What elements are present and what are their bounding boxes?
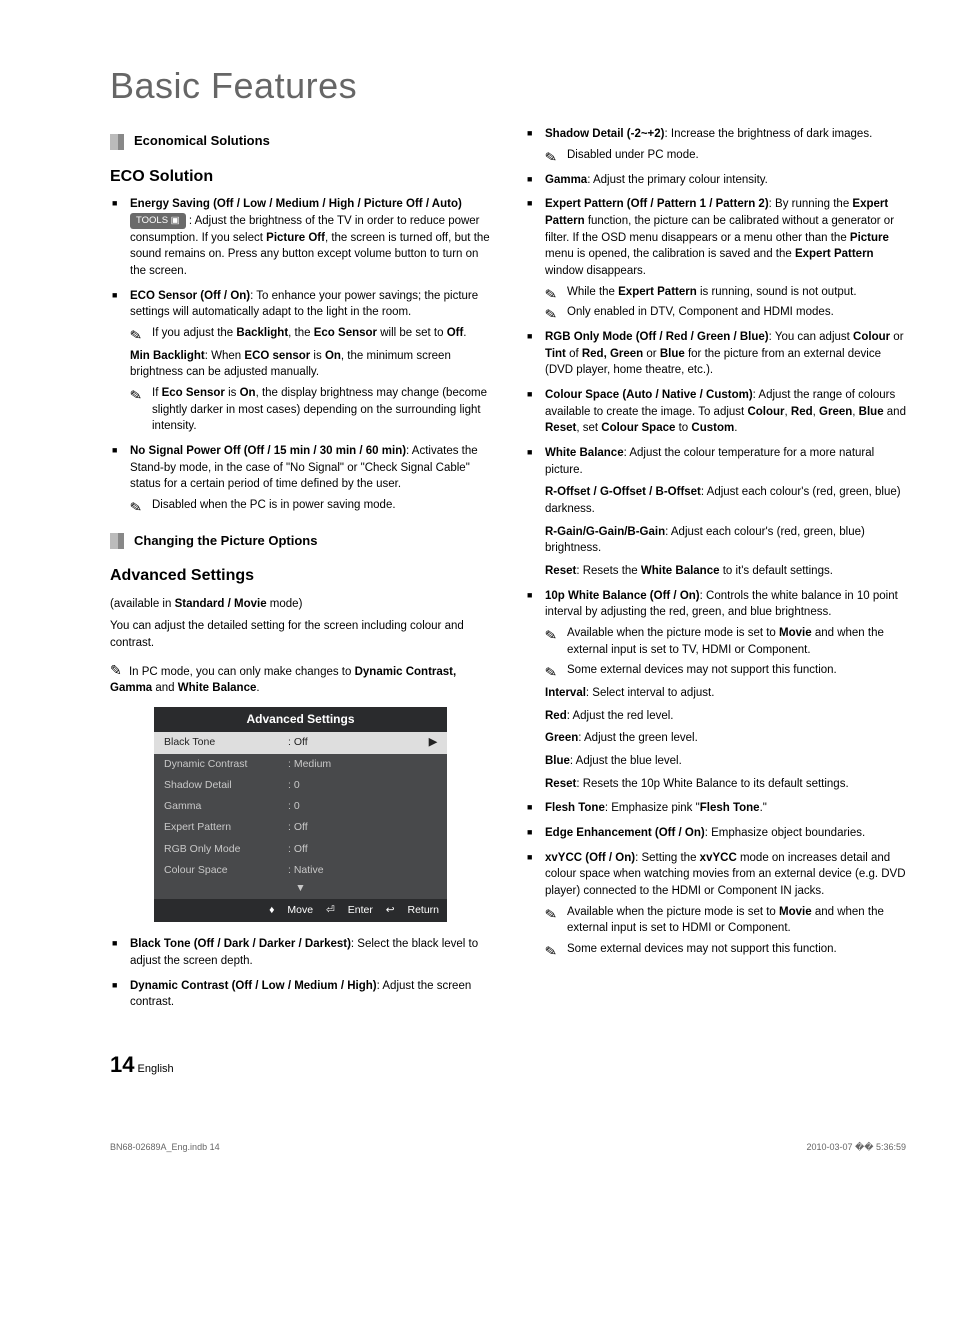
note-eco-on: ✎ If Eco Sensor is On, the display brigh… bbox=[130, 385, 491, 435]
page-title: Basic Features bbox=[110, 60, 906, 112]
note-pc-disabled: ✎ Disabled when the PC is in power savin… bbox=[130, 497, 491, 514]
section-bar-icon bbox=[110, 533, 124, 549]
footer-right: 2010-03-07 �� 5:36:59 bbox=[806, 1141, 906, 1154]
right-column: Shadow Detail (-2~+2): Increase the brig… bbox=[525, 126, 906, 1019]
section-economical: Economical Solutions bbox=[110, 132, 491, 151]
down-arrow-icon: ▼ bbox=[154, 881, 447, 899]
section-changing-picture: Changing the Picture Options bbox=[110, 532, 491, 551]
menu-row[interactable]: RGB Only Mode: Off bbox=[154, 839, 447, 860]
section-bar-icon bbox=[110, 134, 124, 150]
note-pc-mode: ✎ In PC mode, you can only make changes … bbox=[110, 660, 491, 697]
menu-row[interactable]: Expert Pattern: Off bbox=[154, 817, 447, 838]
note-icon: ✎ bbox=[543, 903, 558, 925]
advanced-items: Black Tone (Off / Dark / Darker / Darkes… bbox=[110, 936, 491, 1011]
min-backlight: Min Backlight: When ECO sensor is On, th… bbox=[130, 348, 491, 381]
enter-hint: ⏎ Enter bbox=[326, 904, 373, 916]
item-shadow-detail: Shadow Detail (-2~+2): Increase the brig… bbox=[525, 126, 906, 163]
note-icon: ✎ bbox=[128, 324, 143, 346]
print-footer: BN68-02689A_Eng.indb 14 2010-03-07 �� 5:… bbox=[110, 1141, 906, 1154]
note: ✎Available when the picture mode is set … bbox=[545, 904, 906, 937]
note-icon: ✎ bbox=[128, 496, 143, 518]
menu-row[interactable]: Colour Space: Native bbox=[154, 860, 447, 881]
note: ✎While the Expert Pattern is running, so… bbox=[545, 284, 906, 301]
page-number: 14 English bbox=[110, 1049, 906, 1081]
note-icon: ✎ bbox=[543, 661, 558, 683]
item-dynamic-contrast: Dynamic Contrast (Off / Low / Medium / H… bbox=[110, 978, 491, 1011]
note-icon: ✎ bbox=[543, 146, 558, 168]
item-black-tone: Black Tone (Off / Dark / Darker / Darkes… bbox=[110, 936, 491, 969]
note-icon: ✎ bbox=[543, 283, 558, 305]
item-flesh-tone: Flesh Tone: Emphasize pink "Flesh Tone." bbox=[525, 800, 906, 817]
item-10p-white-balance: 10p White Balance (Off / On): Controls t… bbox=[525, 588, 906, 793]
item-white-balance: White Balance: Adjust the colour tempera… bbox=[525, 445, 906, 580]
note-backlight: ✎ If you adjust the Backlight, the Eco S… bbox=[130, 325, 491, 342]
item-colour-space: Colour Space (Auto / Native / Custom): A… bbox=[525, 387, 906, 437]
menu-row[interactable]: Dynamic Contrast: Medium bbox=[154, 754, 447, 775]
item-gamma: Gamma: Adjust the primary colour intensi… bbox=[525, 172, 906, 189]
footer-left: BN68-02689A_Eng.indb 14 bbox=[110, 1141, 220, 1154]
right-list: Shadow Detail (-2~+2): Increase the brig… bbox=[525, 126, 906, 958]
left-column: Economical Solutions ECO Solution Energy… bbox=[110, 126, 491, 1019]
item-rgb-only: RGB Only Mode (Off / Red / Green / Blue)… bbox=[525, 329, 906, 379]
note-icon: ✎ bbox=[110, 662, 122, 678]
two-column-layout: Economical Solutions ECO Solution Energy… bbox=[110, 126, 906, 1019]
item-expert-pattern: Expert Pattern (Off / Pattern 1 / Patter… bbox=[525, 196, 906, 321]
menu-row[interactable]: Gamma: 0 bbox=[154, 796, 447, 817]
advanced-settings-menu: Advanced Settings Black Tone : Off▶ Dyna… bbox=[154, 707, 447, 922]
tools-badge: TOOLS ▣ bbox=[130, 213, 186, 229]
heading-eco-solution: ECO Solution bbox=[110, 165, 491, 188]
item-eco-sensor: ECO Sensor (Off / On): To enhance your p… bbox=[110, 288, 491, 435]
right-arrow-icon: ▶ bbox=[429, 735, 437, 750]
item-xvycc: xvYCC (Off / On): Setting the xvYCC mode… bbox=[525, 850, 906, 958]
item-energy-saving: Energy Saving (Off / Low / Medium / High… bbox=[110, 196, 491, 279]
item-edge-enhancement: Edge Enhancement (Off / On): Emphasize o… bbox=[525, 825, 906, 842]
section-label: Changing the Picture Options bbox=[134, 532, 317, 551]
return-hint: ↩ Return bbox=[386, 904, 439, 916]
menu-row[interactable]: Shadow Detail: 0 bbox=[154, 775, 447, 796]
menu-title: Advanced Settings bbox=[154, 707, 447, 732]
note: ✎Available when the picture mode is set … bbox=[545, 625, 906, 658]
move-hint: ♦ Move bbox=[269, 904, 313, 916]
note-icon: ✎ bbox=[128, 384, 143, 406]
note-icon: ✎ bbox=[543, 624, 558, 646]
note: ✎Some external devices may not support t… bbox=[545, 941, 906, 958]
section-label: Economical Solutions bbox=[134, 132, 270, 151]
note: ✎Some external devices may not support t… bbox=[545, 662, 906, 679]
note: ✎Disabled under PC mode. bbox=[545, 147, 906, 164]
note-icon: ✎ bbox=[543, 940, 558, 962]
eco-list: Energy Saving (Off / Low / Medium / High… bbox=[110, 196, 491, 513]
item-no-signal: No Signal Power Off (Off / 15 min / 30 m… bbox=[110, 443, 491, 514]
note-icon: ✎ bbox=[543, 303, 558, 325]
advanced-availability: (available in Standard / Movie mode) bbox=[110, 596, 491, 613]
heading-advanced: Advanced Settings bbox=[110, 564, 491, 587]
advanced-desc: You can adjust the detailed setting for … bbox=[110, 618, 491, 651]
note: ✎Only enabled in DTV, Component and HDMI… bbox=[545, 304, 906, 321]
menu-row-black-tone[interactable]: Black Tone : Off▶ bbox=[154, 732, 447, 753]
menu-footer: ♦ Move ⏎ Enter ↩ Return bbox=[154, 899, 447, 922]
